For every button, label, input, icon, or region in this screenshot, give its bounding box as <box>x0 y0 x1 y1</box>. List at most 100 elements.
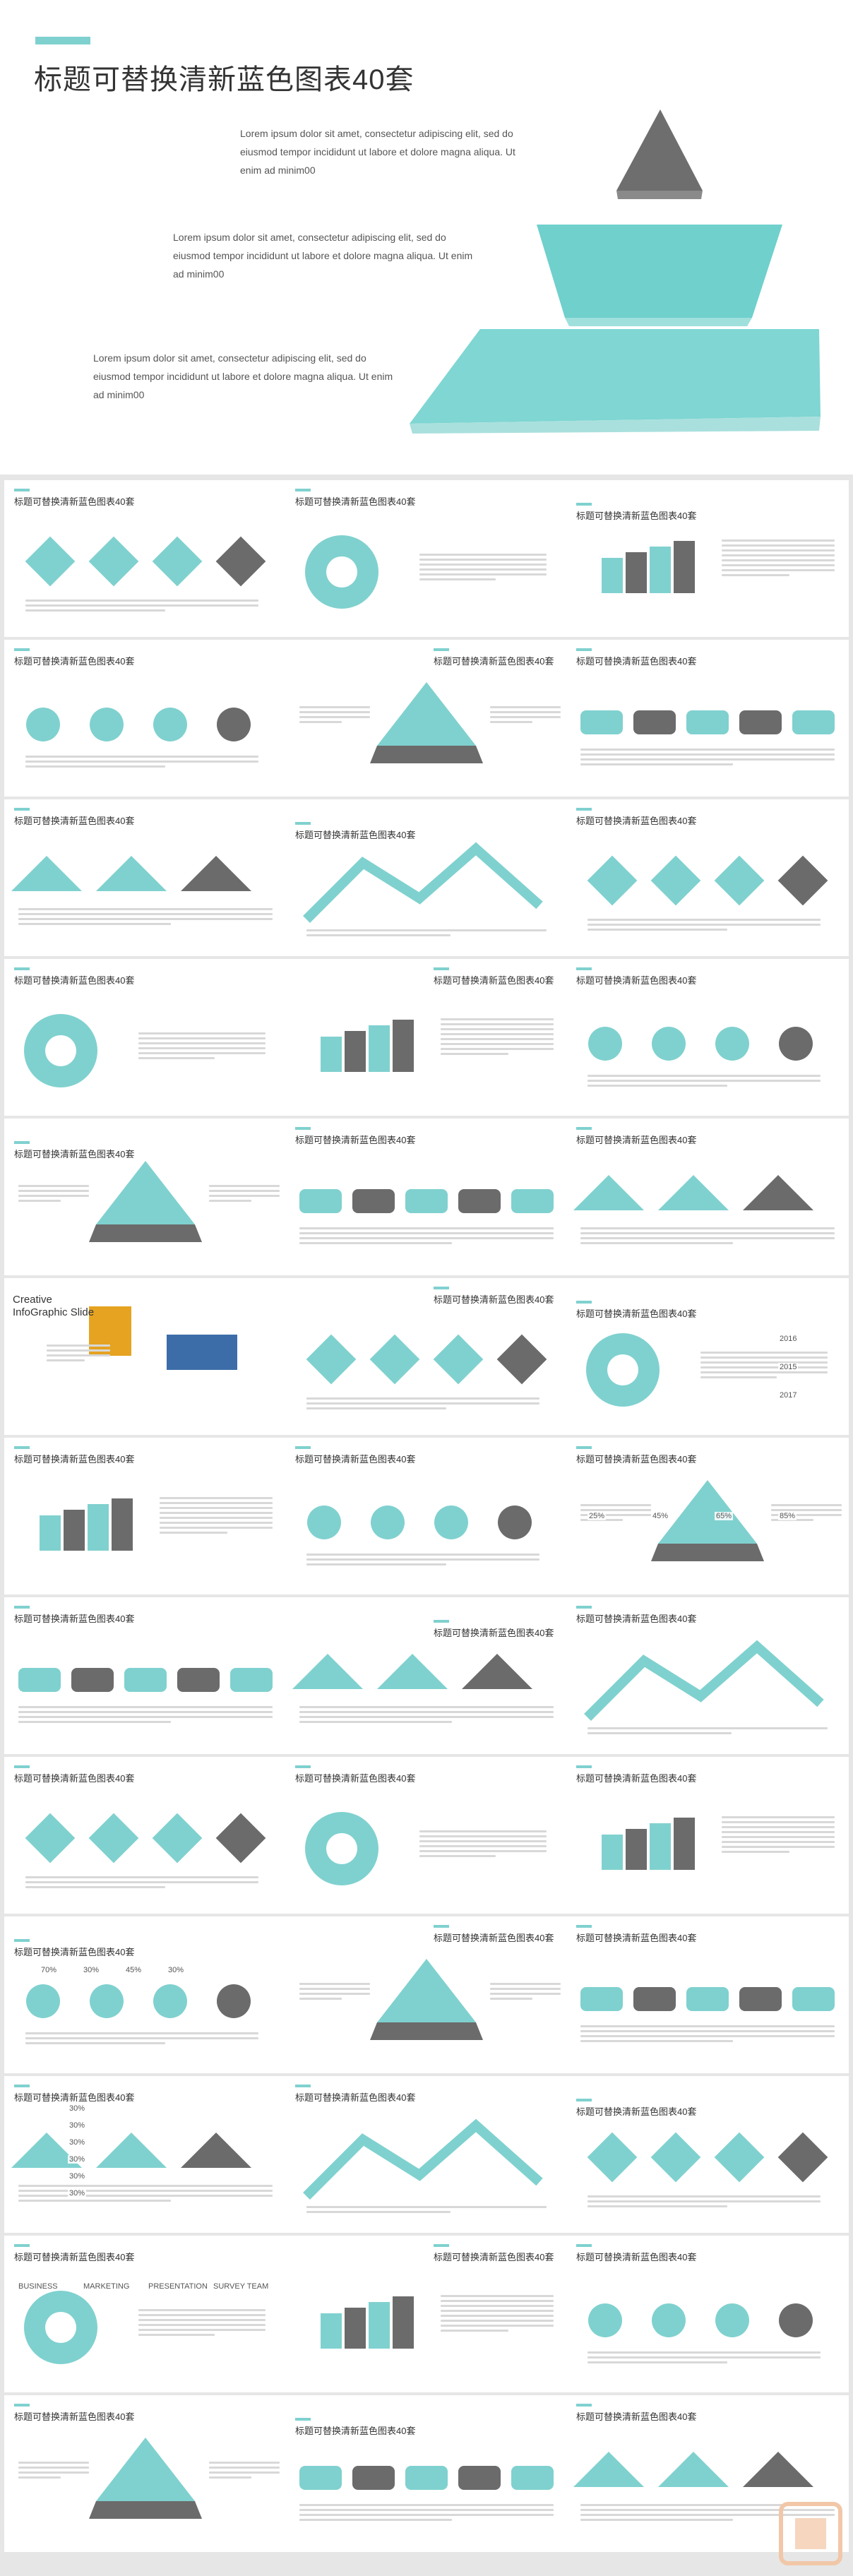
slide-title: 标题可替换清新蓝色图表40套 <box>295 2092 416 2103</box>
slide-title: 标题可替换清新蓝色图表40套 <box>14 656 135 667</box>
placeholder-text <box>299 1980 370 2003</box>
slide-accent-bar <box>295 2418 311 2421</box>
slide-accent-bar <box>14 489 30 491</box>
slide-thumbnail[interactable]: 标题可替换清新蓝色图表40套 <box>4 480 287 637</box>
placeholder-text <box>47 1342 110 1364</box>
slide-thumbnail[interactable]: 标题可替换清新蓝色图表40套 <box>285 1757 568 1914</box>
slide-graphic <box>587 855 828 906</box>
slide-thumbnail[interactable]: 标题可替换清新蓝色图表40套 BUSINESS MARKETING PRESENTAT… <box>4 2236 287 2392</box>
slide-thumbnail[interactable]: 标题可替换清新蓝色图表40套 <box>285 640 568 797</box>
placeholder-text <box>18 2182 273 2205</box>
slide-accent-bar <box>576 1127 592 1130</box>
slide-accent-bar <box>434 967 449 970</box>
slide-thumbnail[interactable]: 标题可替换清新蓝色图表40套 <box>4 2395 287 2552</box>
slide-accent-bar <box>14 1765 30 1768</box>
slide-title: 标题可替换清新蓝色图表40套 <box>14 496 135 507</box>
slide-graphic <box>303 2118 543 2200</box>
slide-thumbnail[interactable]: 标题可替换清新蓝色图表40套 <box>566 959 849 1116</box>
slide-accent-bar <box>295 2085 311 2087</box>
slide-thumbnail[interactable]: 标题可替换清新蓝色图表40套 <box>566 1597 849 1754</box>
slide-thumbnail[interactable]: 标题可替换清新蓝色图表40套 <box>285 799 568 956</box>
slide-accent-bar <box>576 1606 592 1609</box>
slide-graphic <box>587 2132 828 2183</box>
slide-accent-bar <box>295 489 311 491</box>
slide-title: 标题可替换清新蓝色图表40套 <box>295 1135 416 1145</box>
placeholder-text <box>490 703 561 726</box>
slide-thumbnail[interactable]: 标题可替换清新蓝色图表40套 <box>566 1119 849 1275</box>
hero-slide: 标题可替换清新蓝色图表40套 Lorem ipsum dolor sit ame… <box>0 0 853 475</box>
slide-thumbnail[interactable]: 标题可替换清新蓝色图表40套 <box>285 1916 568 2073</box>
slide-graphic <box>586 1333 660 1407</box>
slide-accent-bar <box>14 967 30 970</box>
slide-thumbnail[interactable]: 标题可替换清新蓝色图表40套 <box>4 799 287 956</box>
slide-thumbnail[interactable]: 标题可替换清新蓝色图表40套 <box>285 959 568 1116</box>
slide-thumbnail[interactable]: 标题可替换清新蓝色图表40套 <box>4 640 287 797</box>
slide-label: 30% <box>167 1966 186 1974</box>
slide-thumbnail[interactable]: 标题可替换清新蓝色图表40套 <box>285 1278 568 1435</box>
placeholder-text <box>299 2501 554 2524</box>
placeholder-text <box>419 1827 547 1860</box>
slide-title: 标题可替换清新蓝色图表40套 <box>14 2411 135 2422</box>
slide-thumbnail[interactable]: 标题可替换清新蓝色图表40套 <box>4 1757 287 1914</box>
slide-graphic <box>11 2133 251 2168</box>
slide-thumbnail[interactable]: 标题可替换清新蓝色图表40套 25% 45% 65% 85% <box>566 1438 849 1594</box>
slide-title: 标题可替换清新蓝色图表40套 <box>576 656 697 667</box>
slide-title: 标题可替换清新蓝色图表40套 <box>14 1773 135 1784</box>
placeholder-text <box>580 2501 835 2524</box>
slide-label: 30% <box>82 1966 101 1974</box>
slide-graphic <box>11 856 251 891</box>
slide-thumbnail[interactable]: 标题可替换清新蓝色图表40套 <box>566 640 849 797</box>
slide-title: 标题可替换清新蓝色图表40套 <box>434 2252 554 2262</box>
slide-thumbnail[interactable]: 标题可替换清新蓝色图表40套 <box>285 480 568 637</box>
slide-thumbnail[interactable]: 标题可替换清新蓝色图表40套 70% 30% 45% 30% <box>4 1916 287 2073</box>
slide-graphic <box>602 1818 695 1870</box>
placeholder-text <box>25 2029 258 2047</box>
slide-accent-bar <box>14 808 30 811</box>
slide-thumbnail[interactable]: 标题可替换清新蓝色图表40套 2016 2015 2017 <box>566 1278 849 1435</box>
slide-thumbnail[interactable]: 标题可替换清新蓝色图表40套 <box>285 2076 568 2233</box>
slide-thumbnail[interactable]: 标题可替换清新蓝色图表40套 <box>4 1597 287 1754</box>
slide-graphic <box>306 1334 547 1385</box>
slide-thumbnail[interactable]: 标题可替换清新蓝色图表40套 <box>285 1438 568 1594</box>
slide-accent-bar <box>434 2244 449 2247</box>
hero-text-1: Lorem ipsum dolor sit amet, consectetur … <box>240 128 515 176</box>
slide-title: 标题可替换清新蓝色图表40套 <box>295 1773 416 1784</box>
slide-title: 标题可替换清新蓝色图表40套 <box>576 816 697 826</box>
slide-thumbnail[interactable]: 标题可替换清新蓝色图表40套 <box>285 1119 568 1275</box>
slide-accent-bar <box>434 1287 449 1289</box>
slide-graphic <box>89 1161 202 1242</box>
slide-graphic <box>25 1813 266 1864</box>
slide-thumbnail[interactable]: 标题可替换清新蓝色图表40套 <box>566 1757 849 1914</box>
slide-accent-bar <box>576 1925 592 1928</box>
slide-thumbnail[interactable]: 标题可替换清新蓝色图表40套 <box>285 1597 568 1754</box>
slide-thumbnail[interactable]: 标题可替换清新蓝色图表40套 30% 30% 30% 30% 30% 30% <box>4 2076 287 2233</box>
slide-title: 标题可替换清新蓝色图表40套 <box>14 1947 135 1957</box>
slide-accent-bar <box>576 2404 592 2407</box>
slide-thumbnail[interactable]: Creative InfoGraphic Slide <box>4 1278 287 1435</box>
slide-thumbnail[interactable]: 标题可替换清新蓝色图表40套 <box>566 2076 849 2233</box>
slide-accent-bar <box>434 1620 449 1623</box>
slide-label: 30% <box>68 2121 87 2130</box>
slide-thumbnail[interactable]: 标题可替换清新蓝色图表40套 <box>285 2236 568 2392</box>
slide-thumbnail[interactable]: 标题可替换清新蓝色图表40套 <box>566 480 849 637</box>
logo-watermark-icon <box>779 2502 842 2565</box>
slide-accent-bar <box>295 1446 311 1449</box>
slide-thumbnail[interactable]: 标题可替换清新蓝色图表40套 <box>4 1438 287 1594</box>
slide-graphic <box>588 1027 813 1061</box>
slide-title: 标题可替换清新蓝色图表40套 <box>576 975 697 986</box>
slide-thumbnail[interactable]: 标题可替换清新蓝色图表40套 <box>4 1119 287 1275</box>
placeholder-text <box>209 2459 280 2481</box>
placeholder-text <box>587 916 821 934</box>
placeholder-text <box>299 703 370 726</box>
slide-thumbnail[interactable]: 标题可替换清新蓝色图表40套 <box>566 799 849 956</box>
slide-title: 标题可替换清新蓝色图表40套 <box>434 656 554 667</box>
slide-label: SURVEY TEAM <box>212 2282 270 2291</box>
slide-thumbnail[interactable]: 标题可替换清新蓝色图表40套 <box>566 2395 849 2552</box>
slide-accent-bar <box>14 1939 30 1942</box>
slide-thumbnail[interactable]: 标题可替换清新蓝色图表40套 <box>566 2236 849 2392</box>
slide-label: PRESENTATION <box>147 2282 209 2291</box>
slide-thumbnail[interactable]: 标题可替换清新蓝色图表40套 <box>4 959 287 1116</box>
slide-graphic <box>602 541 695 593</box>
slide-thumbnail[interactable]: 标题可替换清新蓝色图表40套 <box>285 2395 568 2552</box>
slide-thumbnail[interactable]: 标题可替换清新蓝色图表40套 <box>566 1916 849 2073</box>
